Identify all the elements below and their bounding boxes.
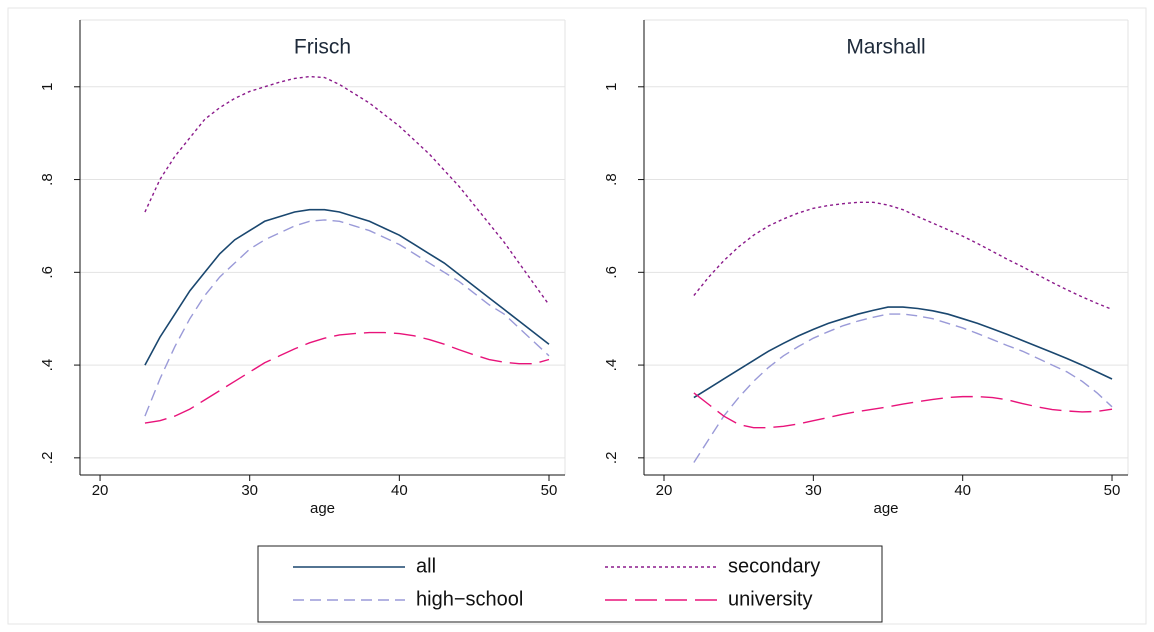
panel-title: Marshall	[846, 36, 925, 59]
y-tick-label: .8	[39, 173, 56, 186]
series-line	[144, 219, 550, 417]
series-line	[144, 331, 550, 424]
x-tick-label: 20	[92, 482, 109, 499]
x-tick-label: 50	[1104, 482, 1121, 499]
figure-frame	[7, 7, 1147, 625]
y-tick-label: .6	[39, 266, 56, 279]
y-tick-label: .2	[603, 452, 620, 465]
legend-box	[257, 545, 883, 623]
x-tick-label: 50	[541, 482, 558, 499]
legend-label: secondary	[728, 555, 820, 577]
x-tick-label: 20	[656, 482, 673, 499]
y-tick-label: .4	[39, 359, 56, 372]
y-tick-label: 1	[603, 83, 620, 91]
panel-title: Frisch	[294, 36, 351, 59]
y-tick-label: .2	[39, 452, 56, 465]
y-tick-label: 1	[39, 83, 56, 91]
x-tick-label: 30	[241, 482, 258, 499]
legend-label: university	[728, 588, 812, 610]
y-tick-label: .8	[603, 173, 620, 186]
legend-label: all	[416, 555, 436, 577]
series-line	[693, 313, 1113, 463]
x-tick-label: 40	[954, 482, 971, 499]
series-line	[144, 75, 550, 306]
series-line	[693, 392, 1113, 429]
series-line	[693, 306, 1113, 399]
y-tick-label: .6	[603, 266, 620, 279]
series-line	[144, 208, 550, 366]
series-line	[693, 201, 1113, 311]
x-tick-label: 30	[805, 482, 822, 499]
y-tick-label: .4	[603, 359, 620, 372]
x-axis-label: age	[873, 500, 898, 517]
legend-label: high−school	[416, 588, 523, 610]
x-axis-label: age	[310, 500, 335, 517]
x-tick-label: 40	[391, 482, 408, 499]
